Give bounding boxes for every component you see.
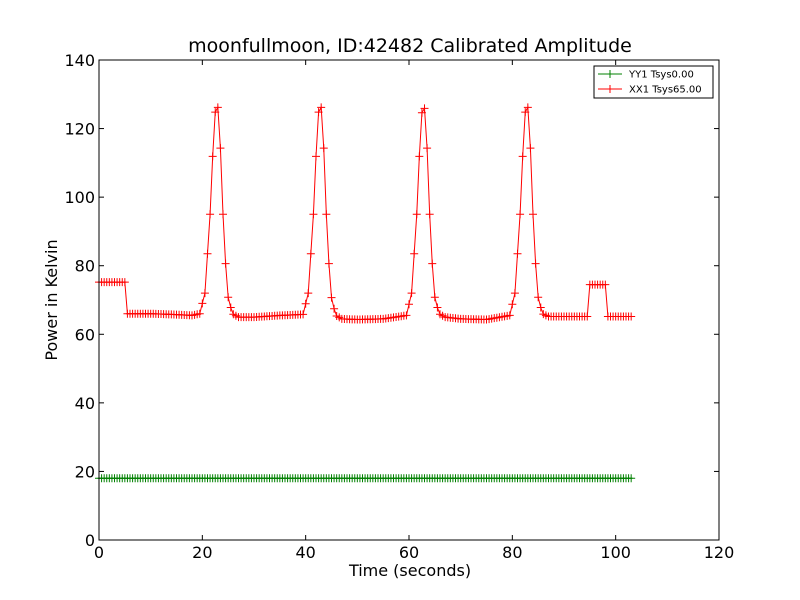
series-xx1-point xyxy=(312,152,320,161)
series-xx1-point xyxy=(208,152,217,161)
series-xx1-point xyxy=(510,289,519,298)
y-axis-label: Power in Kelvin xyxy=(42,239,61,360)
series-xx1-point xyxy=(306,249,315,258)
series-xx1-point xyxy=(219,210,227,219)
x-tick-label: 120 xyxy=(704,543,735,562)
plot-frame xyxy=(98,59,720,541)
series-xx1-point xyxy=(314,108,323,117)
series-xx1-point xyxy=(407,289,416,298)
series-xx1-point xyxy=(423,144,432,153)
y-tick-label: 40 xyxy=(75,394,95,413)
series-xx1-point xyxy=(425,210,434,219)
series-xx1-point xyxy=(216,144,225,153)
series-yy1-point xyxy=(627,474,636,483)
series-xx1-point xyxy=(410,249,419,258)
y-tick-label: 100 xyxy=(64,188,95,207)
series-xx1-point xyxy=(224,293,233,302)
legend-label-yy1: YY1 Tsys0.00 xyxy=(628,70,694,81)
legend-marker-yy1 xyxy=(606,70,614,78)
x-tick-label: 60 xyxy=(399,543,419,562)
series-xx1-point xyxy=(505,311,514,320)
x-tick-label: 80 xyxy=(502,543,522,562)
series-xx1-point xyxy=(330,304,339,313)
plot-area xyxy=(95,103,636,483)
x-tick-label: 20 xyxy=(192,543,212,562)
series-xx1-point xyxy=(536,303,545,312)
series-xx1-point xyxy=(120,278,129,287)
series-xx1-point xyxy=(203,249,212,258)
series-xx1-point xyxy=(309,210,318,219)
y-tick-label: 120 xyxy=(64,120,95,139)
y-tick-label: 60 xyxy=(75,325,95,344)
series-xx1-point xyxy=(601,280,610,289)
x-tick-label: 40 xyxy=(295,543,315,562)
legend-marker-xx1 xyxy=(606,85,614,93)
y-tick-label: 80 xyxy=(75,257,95,276)
series-xx1-point xyxy=(428,259,437,268)
y-tick-label: 140 xyxy=(64,51,95,70)
series-xx1-point xyxy=(299,310,308,319)
x-axis-label: Time (seconds) xyxy=(348,561,471,580)
series-xx1-point xyxy=(415,152,424,161)
series-xx1-point xyxy=(301,299,310,308)
series-xx1-point xyxy=(412,210,421,219)
series-xx1-point xyxy=(195,309,204,318)
series-xx1-point xyxy=(513,249,522,258)
series-xx1-point xyxy=(531,259,540,268)
series-xx1-point xyxy=(317,103,326,112)
series-xx1-point xyxy=(198,299,207,308)
x-tick-label: 100 xyxy=(600,543,631,562)
series-xx1-point xyxy=(518,152,527,161)
series-xx1-point xyxy=(523,103,532,112)
legend: YY1 Tsys0.00 XX1 Tsys65.00 xyxy=(593,65,714,99)
chart-title: moonfullmoon, ID:42482 Calibrated Amplit… xyxy=(188,35,632,57)
series-xx1-point xyxy=(430,293,439,302)
series-xx1-point xyxy=(521,108,530,117)
series-xx1-point xyxy=(213,103,222,112)
series-xx1-point xyxy=(516,210,525,219)
series-xx1-point xyxy=(402,311,411,320)
series-xx1-point xyxy=(529,210,537,219)
y-tick-label: 20 xyxy=(75,462,95,481)
series-xx1-point xyxy=(508,300,517,309)
series-xx1-point xyxy=(583,312,592,321)
series-xx1-point xyxy=(405,300,413,309)
series-xx1-point xyxy=(221,259,230,268)
series-xx1-point xyxy=(433,303,442,312)
series-xx1-point xyxy=(534,293,543,302)
series-xx1-point xyxy=(324,259,333,268)
legend-label-xx1: XX1 Tsys65.00 xyxy=(629,85,702,96)
y-tick-label: 0 xyxy=(85,531,95,550)
series-xx1-point xyxy=(327,293,336,302)
series-xx1-point xyxy=(304,289,313,298)
series-xx1-point xyxy=(417,108,426,117)
series-xx1-point xyxy=(226,303,235,312)
series-xx1-point xyxy=(200,289,209,298)
series-xx1-point xyxy=(206,210,215,219)
x-tick-label: 0 xyxy=(94,543,104,562)
axis-ticks: 0 20 40 60 80 100 120 0 20 40 60 80 100 120 140 xyxy=(64,51,734,562)
series-xx1-point xyxy=(319,144,328,153)
series-xx1-point xyxy=(211,108,220,117)
series-xx1-point xyxy=(420,104,429,113)
legend-box xyxy=(593,65,714,99)
series-xx1-point xyxy=(627,312,636,321)
series-xx1-point xyxy=(526,144,535,153)
series-xx1-point xyxy=(322,210,331,219)
